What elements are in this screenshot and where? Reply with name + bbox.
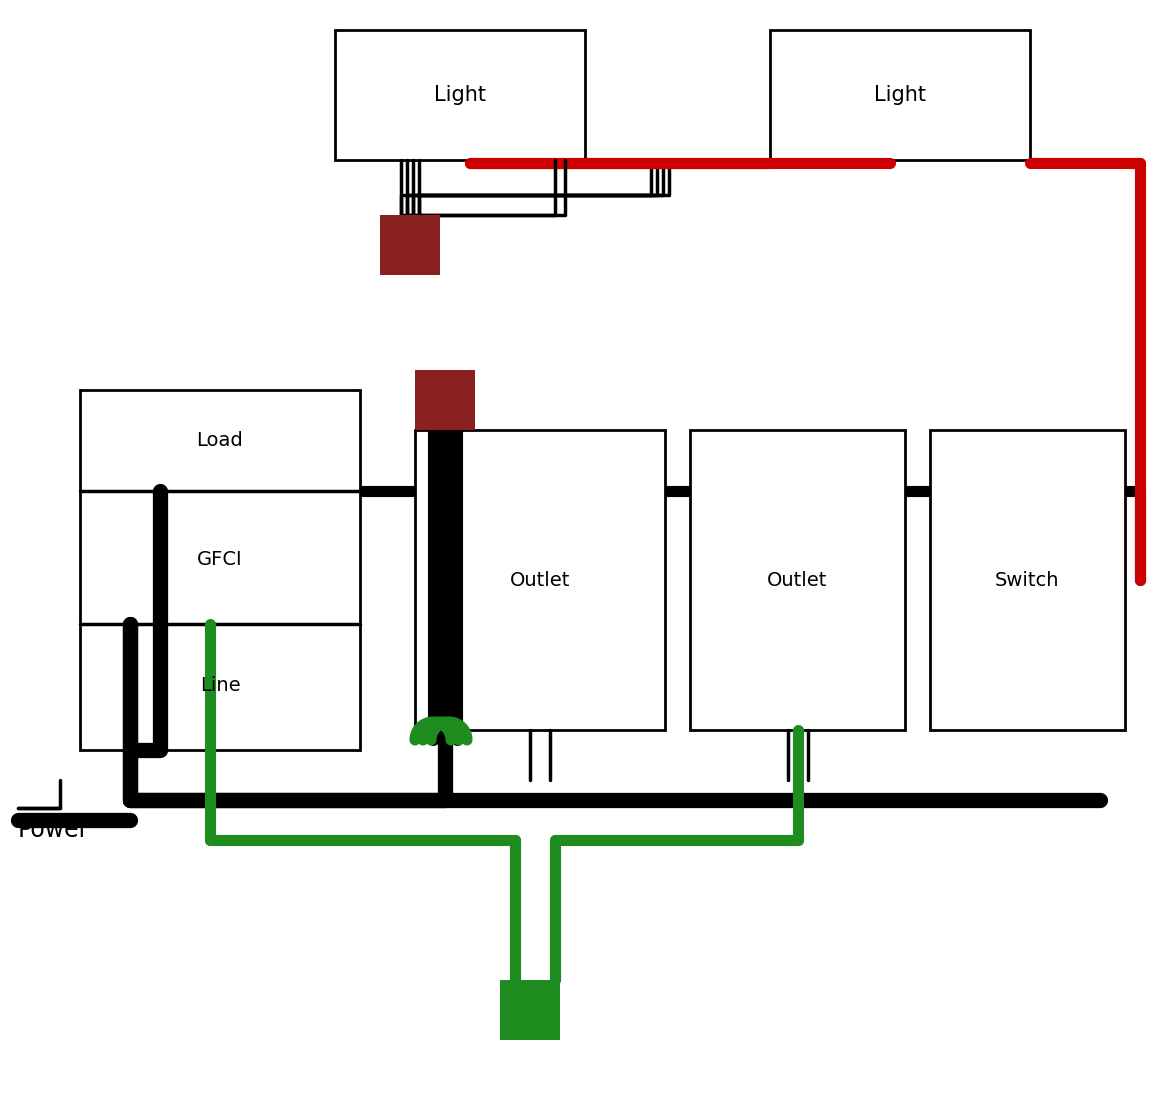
Bar	[415, 370, 475, 430]
Text: Outlet: Outlet	[767, 571, 828, 589]
Text: Power: Power	[18, 818, 90, 842]
Bar	[500, 980, 559, 1040]
Bar	[79, 390, 360, 750]
Bar	[770, 30, 1030, 160]
Text: Switch: Switch	[995, 571, 1059, 589]
Bar	[415, 430, 665, 730]
Bar	[690, 430, 905, 730]
Text: Outlet: Outlet	[509, 571, 570, 589]
Text: GFCI: GFCI	[197, 549, 243, 568]
Text: Light: Light	[874, 85, 926, 105]
Bar	[335, 30, 585, 160]
Text: Light: Light	[434, 85, 486, 105]
Text: Load: Load	[196, 431, 243, 450]
Text: Line: Line	[200, 676, 241, 695]
Bar	[930, 430, 1125, 730]
Bar	[380, 215, 440, 275]
